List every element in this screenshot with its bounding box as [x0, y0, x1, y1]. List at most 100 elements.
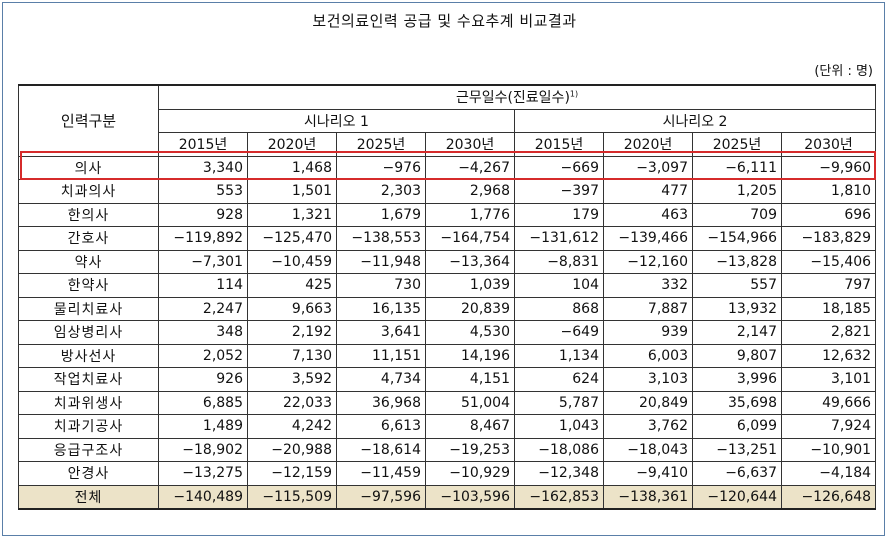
value-cell: 2,147 [692, 320, 782, 345]
value-cell: 1,043 [514, 414, 604, 439]
value-cell: 926 [158, 367, 248, 392]
value-cell: 4,242 [247, 414, 337, 439]
value-cell: 36,968 [336, 390, 426, 415]
value-cell: 939 [603, 320, 693, 345]
value-cell: 928 [158, 202, 248, 227]
table-row: 의사 3,340 1,468 −976 −4,267 −669 −3,097 −6,111 −9… [18, 155, 877, 180]
table-body: 의사 3,340 1,468 −976 −4,267 −669 −3,097 −6,111 −9… [18, 155, 877, 510]
value-cell: −119,892 [158, 226, 248, 251]
value-cell: 16,135 [336, 296, 426, 321]
value-cell: 3,103 [603, 367, 693, 392]
value-cell: −6,111 [692, 155, 782, 180]
total-row: 전체 −140,489 −115,509 −97,596 −103,596 −162,85… [18, 484, 877, 510]
header-work-days: 근무일수(진료일수)1) [157, 84, 877, 110]
value-cell: −10,929 [425, 461, 515, 486]
value-cell: 9,807 [692, 343, 782, 368]
table-row: 한의사 928 1,321 1,679 1,776 179 463 709 696 [18, 202, 877, 227]
row-category: 전체 [18, 484, 159, 510]
header-scenario-2: 시나리오 2 [513, 108, 877, 133]
value-cell: 1,679 [336, 202, 426, 227]
value-cell: 624 [514, 367, 604, 392]
value-cell: 12,632 [780, 343, 877, 368]
value-cell: −131,612 [514, 226, 604, 251]
value-cell: −7,301 [158, 249, 248, 274]
value-cell: 1,776 [425, 202, 515, 227]
row-category: 약사 [18, 249, 159, 274]
row-category: 한약사 [18, 273, 159, 298]
value-cell: −103,596 [425, 484, 515, 510]
value-cell: 51,004 [425, 390, 515, 415]
table-row: 물리치료사 2,247 9,663 16,135 20,839 868 7,887 13,93… [18, 296, 877, 321]
value-cell: −13,364 [425, 249, 515, 274]
value-cell: −162,853 [514, 484, 604, 510]
value-cell: 1,321 [247, 202, 337, 227]
table-row: 작업치료사 926 3,592 4,734 4,151 624 3,103 3,996 3,10… [18, 367, 877, 392]
table-title: 보건의료인력 공급 및 수요추계 비교결과 [312, 12, 577, 30]
value-cell: −4,184 [780, 461, 877, 486]
value-cell: 2,968 [425, 179, 515, 204]
value-cell: 11,151 [336, 343, 426, 368]
value-cell: 797 [780, 273, 877, 298]
value-cell: −140,489 [158, 484, 248, 510]
table-row: 치과위생사 6,885 22,033 36,968 51,004 5,787 20,849 3… [18, 390, 877, 415]
value-cell: −13,251 [692, 437, 782, 462]
value-cell: −125,470 [247, 226, 337, 251]
table-row: 한약사 114 425 730 1,039 104 332 557 797 [18, 273, 877, 298]
table-row: 간호사 −119,892 −125,470 −138,553 −164,754 −131,… [18, 226, 877, 251]
row-category: 치과의사 [18, 179, 159, 204]
value-cell: −183,829 [780, 226, 877, 251]
value-cell: 7,887 [603, 296, 693, 321]
value-cell: 7,130 [247, 343, 337, 368]
header-category: 인력구분 [18, 84, 159, 157]
table-row: 임상병리사 348 2,192 3,641 4,530 −649 939 2,147 2,821 [18, 320, 877, 345]
value-cell: 1,468 [247, 155, 337, 180]
value-cell: −397 [514, 179, 604, 204]
value-cell: 9,663 [247, 296, 337, 321]
value-cell: 20,839 [425, 296, 515, 321]
value-cell: −18,902 [158, 437, 248, 462]
value-cell: −19,253 [425, 437, 515, 462]
value-cell: −6,637 [692, 461, 782, 486]
value-cell: −13,828 [692, 249, 782, 274]
value-cell: 463 [603, 202, 693, 227]
value-cell: 3,996 [692, 367, 782, 392]
value-cell: 696 [780, 202, 877, 227]
value-cell: 2,303 [336, 179, 426, 204]
value-cell: −18,614 [336, 437, 426, 462]
value-cell: 13,932 [692, 296, 782, 321]
value-cell: 4,151 [425, 367, 515, 392]
value-cell: −115,509 [247, 484, 337, 510]
value-cell: 477 [603, 179, 693, 204]
value-cell: −154,966 [692, 226, 782, 251]
value-cell: 2,052 [158, 343, 248, 368]
value-cell: 709 [692, 202, 782, 227]
value-cell: 14,196 [425, 343, 515, 368]
row-category: 응급구조사 [18, 437, 159, 462]
value-cell: 3,592 [247, 367, 337, 392]
value-cell: 6,003 [603, 343, 693, 368]
value-cell: −138,553 [336, 226, 426, 251]
row-category: 물리치료사 [18, 296, 159, 321]
value-cell: 4,734 [336, 367, 426, 392]
value-cell: 1,489 [158, 414, 248, 439]
value-cell: −97,596 [336, 484, 426, 510]
table-row: 치과기공사 1,489 4,242 6,613 8,467 1,043 3,762 6,099… [18, 414, 877, 439]
value-cell: 2,192 [247, 320, 337, 345]
value-cell: 557 [692, 273, 782, 298]
value-cell: −12,160 [603, 249, 693, 274]
value-cell: 2,821 [780, 320, 877, 345]
value-cell: 425 [247, 273, 337, 298]
row-category: 임상병리사 [18, 320, 159, 345]
row-category: 한의사 [18, 202, 159, 227]
value-cell: −12,159 [247, 461, 337, 486]
value-cell: 3,641 [336, 320, 426, 345]
value-cell: −649 [514, 320, 604, 345]
value-cell: −15,406 [780, 249, 877, 274]
value-cell: 4,530 [425, 320, 515, 345]
value-cell: 332 [603, 273, 693, 298]
value-cell: −164,754 [425, 226, 515, 251]
value-cell: −8,831 [514, 249, 604, 274]
value-cell: −126,648 [780, 484, 877, 510]
value-cell: 553 [158, 179, 248, 204]
value-cell: 8,467 [425, 414, 515, 439]
